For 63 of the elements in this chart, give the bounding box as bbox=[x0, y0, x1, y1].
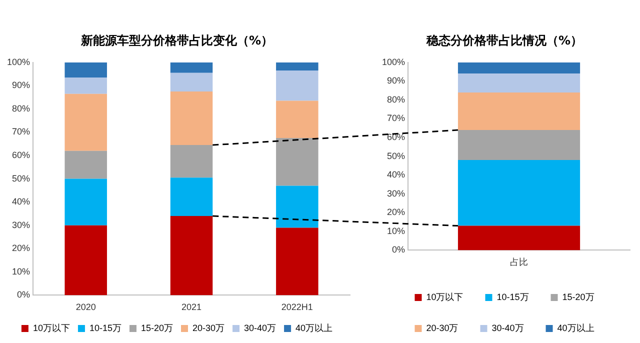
bar bbox=[64, 94, 107, 151]
bar bbox=[170, 72, 213, 92]
x-tick-label: 2021 bbox=[181, 302, 202, 312]
bar bbox=[64, 225, 107, 296]
y-tick-label: 70% bbox=[12, 126, 30, 137]
bar bbox=[64, 78, 107, 94]
y-tick-label: 40% bbox=[12, 196, 30, 207]
legend-label: 40万以上 bbox=[296, 322, 333, 333]
legend-label: 15-20万 bbox=[140, 322, 174, 333]
x-tick-label: 2022H1 bbox=[281, 302, 313, 312]
legend-label: 20-30万 bbox=[426, 322, 458, 333]
bar bbox=[458, 62, 580, 74]
bar bbox=[276, 100, 318, 138]
bar bbox=[276, 62, 318, 71]
y-tick-label: 100% bbox=[6, 56, 30, 67]
chart-title: 稳态分价格带占比情况（%） bbox=[425, 33, 583, 48]
y-tick-label: 10% bbox=[387, 226, 406, 236]
y-tick-label: 10% bbox=[12, 266, 30, 276]
y-tick-label: 40% bbox=[387, 170, 406, 180]
bar bbox=[276, 186, 318, 228]
bar bbox=[458, 92, 580, 130]
y-tick-label: 0% bbox=[17, 290, 30, 300]
bar bbox=[64, 62, 107, 78]
y-tick-label: 50% bbox=[387, 150, 406, 161]
legend-label: 10万以下 bbox=[32, 322, 70, 333]
legend-label: 15-20万 bbox=[562, 292, 594, 302]
legend-label: 40万以上 bbox=[557, 322, 594, 333]
legend-label: 30-40万 bbox=[492, 322, 524, 333]
legend-label: 30-40万 bbox=[244, 322, 276, 333]
y-tick-label: 70% bbox=[387, 113, 406, 124]
y-tick-label: 50% bbox=[12, 173, 30, 184]
y-tick-label: 60% bbox=[387, 132, 406, 142]
y-tick-label: 60% bbox=[12, 150, 30, 160]
legend-label: 20-30万 bbox=[192, 322, 225, 333]
bar bbox=[458, 74, 580, 92]
y-tick-label: 100% bbox=[382, 56, 406, 67]
y-tick-label: 80% bbox=[387, 94, 406, 104]
bar bbox=[170, 216, 213, 296]
chart-title: 新能源车型分价格带占比变化（%） bbox=[80, 33, 274, 48]
y-tick-label: 90% bbox=[12, 80, 30, 90]
y-tick-label: 30% bbox=[387, 188, 406, 198]
y-tick-label: 90% bbox=[387, 76, 406, 86]
bar bbox=[276, 138, 318, 186]
bar bbox=[276, 70, 318, 101]
legend-label: 10万以下 bbox=[426, 292, 464, 302]
x-tick-label: 2020 bbox=[76, 302, 96, 312]
y-tick-label: 30% bbox=[12, 220, 30, 230]
bar bbox=[458, 130, 580, 160]
bar bbox=[276, 228, 318, 296]
bar bbox=[64, 150, 107, 179]
bar bbox=[458, 226, 580, 250]
bar bbox=[170, 92, 213, 146]
legend-label: 10-15万 bbox=[496, 292, 529, 302]
y-tick-label: 20% bbox=[12, 243, 30, 254]
bar bbox=[170, 145, 213, 178]
bar bbox=[170, 178, 213, 216]
y-tick-label: 0% bbox=[392, 244, 406, 255]
bar bbox=[170, 62, 213, 73]
y-tick-label: 80% bbox=[12, 103, 30, 114]
bar bbox=[64, 178, 107, 226]
legend-label: 10-15万 bbox=[89, 322, 122, 333]
y-tick-label: 20% bbox=[387, 207, 406, 218]
x-tick-label: 占比 bbox=[510, 257, 528, 268]
